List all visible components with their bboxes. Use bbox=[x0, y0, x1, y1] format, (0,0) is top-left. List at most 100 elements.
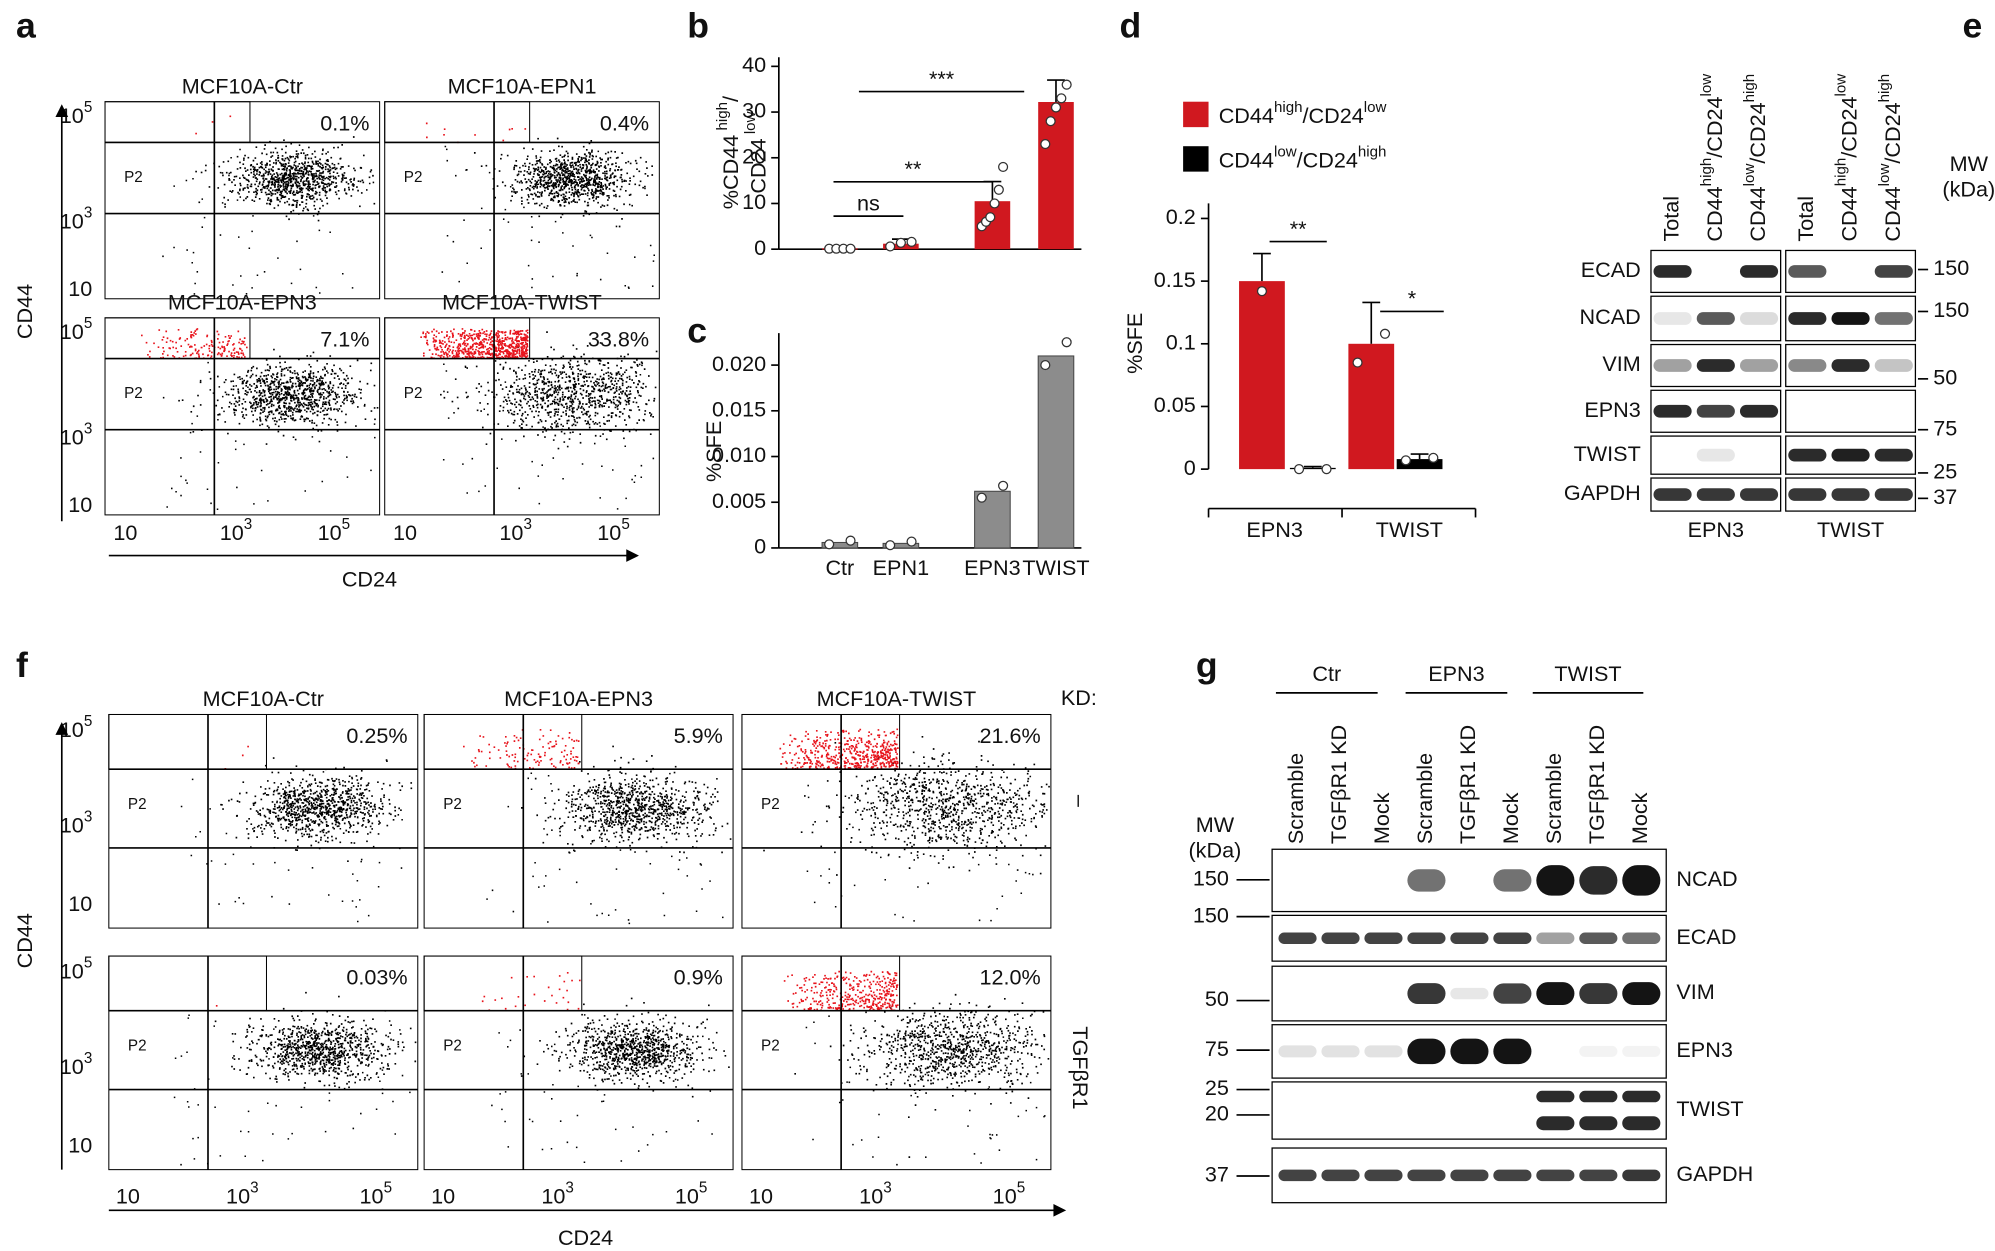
band bbox=[1536, 982, 1575, 1005]
gate bbox=[741, 955, 901, 1012]
event-dots bbox=[162, 136, 376, 295]
band bbox=[1493, 1169, 1532, 1182]
band bbox=[1739, 265, 1779, 278]
tick-base: 10 bbox=[60, 208, 84, 233]
panel-letter: e bbox=[1962, 5, 1982, 45]
gated-dots bbox=[481, 971, 581, 1011]
replicate-point bbox=[885, 241, 896, 252]
tick-exp: 3 bbox=[250, 1180, 258, 1197]
gate bbox=[423, 955, 583, 1012]
replicate-point bbox=[1040, 138, 1051, 150]
significance: ns bbox=[857, 190, 880, 215]
kd-label: KD: bbox=[1061, 685, 1097, 710]
replicate-point bbox=[1293, 464, 1305, 475]
band bbox=[1536, 932, 1575, 944]
band bbox=[1493, 983, 1532, 1004]
event-dots bbox=[491, 997, 730, 1164]
band bbox=[1536, 865, 1575, 896]
tick-label: 105 bbox=[360, 1180, 393, 1209]
label-part: low bbox=[742, 111, 759, 138]
replicate-point bbox=[1040, 360, 1051, 371]
y-tick-label: 40 bbox=[742, 52, 766, 77]
gated-dots bbox=[783, 970, 899, 1012]
replicate-point bbox=[1045, 116, 1056, 127]
tick-label: 103 bbox=[60, 421, 93, 450]
y-tick-label: 10 bbox=[742, 189, 766, 214]
mw-label: 150 bbox=[1193, 902, 1229, 927]
percent: 0.4% bbox=[600, 110, 649, 135]
band bbox=[1493, 869, 1532, 892]
bar bbox=[821, 541, 859, 549]
x-tick-label: Ctr bbox=[825, 555, 854, 580]
band bbox=[1696, 488, 1735, 501]
tick-label: 10 bbox=[393, 520, 417, 545]
tick-base: 10 bbox=[60, 958, 84, 983]
tick-base: 10 bbox=[60, 812, 84, 837]
column-label: Scramble bbox=[1541, 753, 1566, 844]
tick-label: 105 bbox=[993, 1180, 1026, 1209]
tick-label: 103 bbox=[220, 516, 253, 545]
panel-letter: f bbox=[16, 645, 28, 685]
band bbox=[1622, 865, 1661, 896]
replicate-point bbox=[1256, 286, 1268, 297]
column-label: Mock bbox=[1498, 792, 1523, 844]
tick-label: 10 bbox=[749, 1183, 773, 1208]
label-part: /CD24 bbox=[1836, 96, 1861, 157]
label-part: low bbox=[1833, 74, 1850, 97]
gate bbox=[384, 101, 531, 143]
tick-exp: 5 bbox=[621, 516, 629, 533]
gate bbox=[108, 955, 267, 1012]
event-dots bbox=[173, 991, 417, 1166]
gate bbox=[104, 101, 251, 143]
label-part: CD44 bbox=[1219, 147, 1274, 172]
band bbox=[1696, 404, 1735, 418]
legend-label: CD44high/CD24low bbox=[1219, 99, 1387, 128]
band bbox=[1622, 1090, 1661, 1103]
percent: 5.9% bbox=[674, 723, 723, 748]
x-tick-label: TWIST bbox=[1022, 555, 1089, 580]
mw-label: 150 bbox=[1193, 865, 1229, 890]
band bbox=[1622, 932, 1661, 944]
event-dots bbox=[794, 993, 1050, 1166]
arrow-head bbox=[1053, 1203, 1067, 1217]
group-label: TWIST bbox=[1554, 661, 1621, 686]
label-part: CD24 bbox=[745, 138, 770, 193]
bar bbox=[1239, 281, 1285, 470]
tick-base: 10 bbox=[499, 520, 523, 545]
replicate-point bbox=[895, 237, 906, 248]
mw-label: 20 bbox=[1205, 1101, 1229, 1126]
column-label: Total bbox=[1793, 196, 1818, 242]
tick-exp: 3 bbox=[244, 516, 252, 533]
tick-label: 105 bbox=[60, 955, 93, 984]
label-part: high bbox=[1876, 74, 1893, 103]
gate-label: P2 bbox=[761, 796, 780, 813]
y-axis-label: %SFE bbox=[701, 421, 726, 482]
band bbox=[1364, 1045, 1403, 1058]
band bbox=[1622, 1045, 1661, 1057]
band bbox=[1788, 312, 1827, 325]
row-label: VIM bbox=[1602, 351, 1640, 376]
band bbox=[1364, 1169, 1403, 1182]
y-axis-label: CD44 bbox=[12, 284, 37, 339]
mw-label: 25 bbox=[1933, 459, 1957, 484]
row-label: TGFβR1 bbox=[1068, 1026, 1093, 1109]
band bbox=[1579, 983, 1618, 1005]
replicate-point bbox=[1379, 328, 1391, 339]
plot-title: MCF10A-Ctr bbox=[203, 686, 324, 711]
row-label: TWIST bbox=[1676, 1096, 1743, 1121]
band bbox=[1788, 488, 1827, 501]
plot-title: MCF10A-Ctr bbox=[182, 73, 303, 98]
band bbox=[1788, 359, 1827, 372]
mw-label: 50 bbox=[1933, 365, 1957, 390]
gate-label: P2 bbox=[124, 169, 143, 186]
replicate-point bbox=[989, 198, 1000, 209]
tick-base: 10 bbox=[60, 424, 84, 449]
tick-label: 10 bbox=[68, 276, 92, 301]
label-part: CD44 bbox=[1836, 186, 1861, 241]
band bbox=[1278, 932, 1317, 944]
tick-label: 10 bbox=[431, 1183, 455, 1208]
replicate-point bbox=[885, 540, 896, 551]
percent: 21.6% bbox=[979, 723, 1040, 748]
legend-swatch bbox=[1183, 146, 1209, 172]
y-tick-label: 30 bbox=[742, 98, 766, 123]
